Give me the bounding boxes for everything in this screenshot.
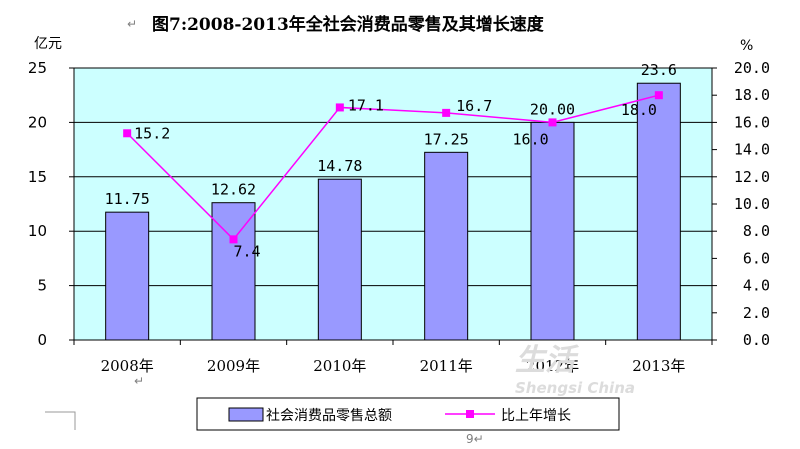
data-labels: 11.75 12.62 14.78 17.25 20.00 23.6 15.2 7.4 17.1…	[105, 61, 677, 260]
bar-0	[105, 211, 150, 341]
bar-series	[105, 82, 681, 341]
plot-area	[73, 67, 713, 341]
line-point-2	[335, 103, 344, 112]
line-point-3	[442, 108, 451, 117]
category-label-0: 2008年	[101, 357, 154, 375]
bar-label-3: 17.25	[424, 130, 469, 148]
right-axis-unit: %	[740, 38, 753, 54]
left-tick-label-0: 0	[37, 331, 47, 349]
category-axis: 2008年 2009年 2010年 2011年 2012年 2013年	[73, 340, 713, 375]
return-mark: ↵	[134, 374, 144, 388]
bar-4	[530, 121, 575, 341]
bar-label-0: 11.75	[105, 190, 150, 208]
right-tick-label-8: 16.0	[734, 113, 770, 131]
right-tick-label-7: 14.0	[734, 141, 770, 159]
line-label-2: 17.1	[348, 96, 384, 114]
title-return-mark: ↵	[127, 17, 137, 31]
line-label-0: 15.2	[134, 124, 170, 142]
bar-3	[424, 151, 469, 341]
left-axis-ticks: 0 5 10 15 20 25	[28, 59, 74, 349]
right-tick-label-9: 18.0	[734, 86, 770, 104]
line-label-3: 16.7	[456, 97, 492, 115]
gridlines	[74, 121, 712, 287]
right-axis-ticks: 0.0 2.0 4.0 6.0 8.0 10.0 12.0 14.0 16.0 18.0 20.0	[712, 59, 770, 349]
bar-2	[317, 178, 362, 341]
category-label-2: 2010年	[313, 357, 366, 375]
bar-label-2: 14.78	[317, 157, 362, 175]
line-series	[123, 91, 663, 244]
left-tick-label-3: 15	[28, 168, 47, 186]
category-label-5: 2013年	[632, 357, 685, 375]
line-point-4	[548, 118, 557, 127]
legend-bar-label: 社会消费品零售总额	[266, 408, 392, 424]
watermark-logo: 生活	[515, 343, 580, 378]
category-label-4: 2012年	[526, 357, 579, 375]
right-tick-label-6: 12.0	[734, 168, 770, 186]
right-tick-label-10: 20.0	[734, 59, 770, 77]
left-tick-label-2: 10	[28, 222, 47, 240]
corner-mark	[45, 411, 76, 430]
line-label-1: 7.4	[234, 242, 261, 260]
legend: 社会消费品零售总额 比上年增长	[196, 397, 620, 431]
right-tick-label-4: 8.0	[743, 222, 770, 240]
left-tick-label-5: 25	[28, 59, 47, 77]
legend-box	[196, 397, 620, 431]
bar-label-1: 12.62	[211, 181, 256, 199]
right-tick-label-0: 0.0	[743, 331, 770, 349]
legend-line-marker	[466, 410, 474, 418]
bar-5	[636, 82, 681, 341]
bar-label-4: 20.00	[530, 100, 575, 118]
left-tick-label-1: 5	[37, 277, 47, 295]
right-tick-label-3: 6.0	[743, 249, 770, 267]
line-label-4: 16.0	[513, 130, 549, 148]
growth-line	[126, 94, 660, 241]
legend-bar-swatch	[228, 407, 264, 422]
bar-label-5: 23.6	[641, 61, 677, 79]
line-point-5	[654, 91, 663, 100]
line-point-1	[229, 235, 238, 244]
right-tick-label-5: 10.0	[734, 195, 770, 213]
left-tick-label-4: 20	[28, 113, 47, 131]
page-mark: 9↵	[466, 432, 484, 446]
category-label-1: 2009年	[207, 357, 260, 375]
left-axis-unit: 亿元	[34, 36, 62, 52]
watermark-text: Shengsi China	[515, 379, 635, 397]
right-tick-label-2: 4.0	[743, 277, 770, 295]
watermark: 生活 Shengsi China	[515, 343, 635, 397]
right-tick-label-1: 2.0	[743, 304, 770, 322]
line-label-5: 18.0	[621, 101, 657, 119]
category-label-3: 2011年	[420, 357, 473, 375]
legend-line-label: 比上年增长	[501, 408, 571, 424]
chart-title: 图7:2008-2013年全社会消费品零售及其增长速度	[152, 14, 545, 35]
line-point-0	[123, 129, 132, 138]
